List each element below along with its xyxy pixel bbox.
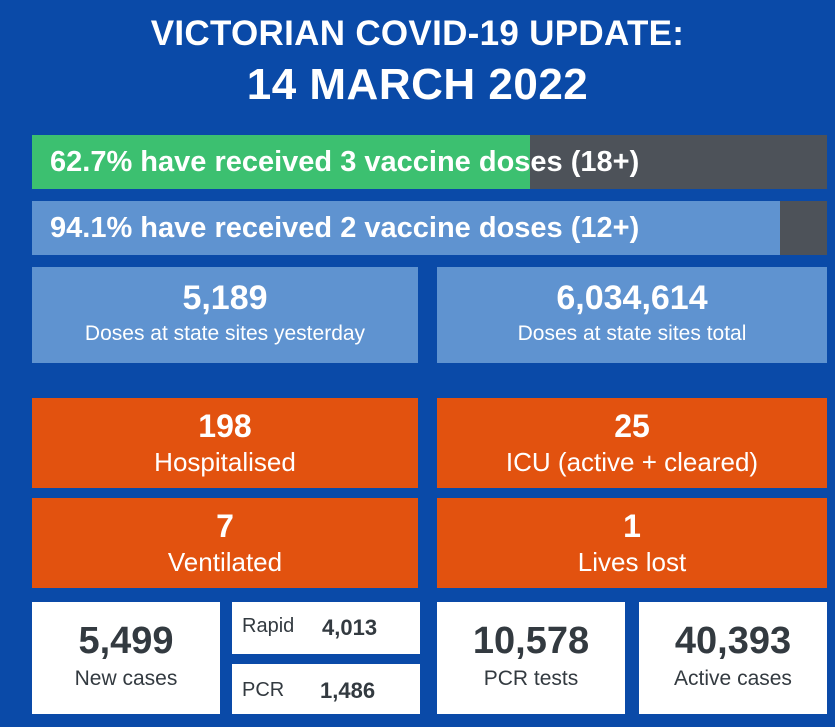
vaccine-bar-3-doses-fill (32, 135, 531, 189)
rapid-label: Rapid (242, 615, 295, 637)
rapid-value: 4,013 (322, 615, 378, 640)
vaccine-bar-2-doses: 94.1% have received 2 vaccine doses (12+… (32, 201, 827, 255)
title-line-1: VICTORIAN COVID-19 UPDATE: (150, 14, 685, 53)
pcr-label: PCR (242, 679, 285, 701)
pcr-value: 1,486 (320, 678, 376, 703)
vaccine-bar-3-doses: 62.7% have received 3 vaccine doses (18+… (32, 135, 827, 189)
hospitalised-value: 198 (198, 408, 252, 444)
doses-yesterday-value: 5,189 (182, 279, 268, 317)
icu-label: ICU (active + cleared) (505, 447, 759, 477)
lives-lost-value: 1 (623, 508, 641, 544)
rapid-card: Rapid 4,013 (232, 602, 420, 654)
pcr-tests-card: 10,578 PCR tests (437, 602, 625, 714)
icu-value: 25 (614, 408, 650, 444)
pcr-tests-value: 10,578 (472, 620, 590, 662)
doses-total-label: Doses at state sites total (517, 322, 747, 345)
hospitalised-card: 198 Hospitalised (32, 398, 418, 488)
ventilated-card: 7 Ventilated (32, 498, 418, 588)
title-date: 14 MARCH 2022 (246, 60, 589, 109)
pcr-card: PCR 1,486 (232, 664, 420, 714)
doses-total-value: 6,034,614 (556, 279, 708, 317)
icu-card: 25 ICU (active + cleared) (437, 398, 827, 488)
lives-lost-label: Lives lost (577, 547, 687, 577)
vaccine-bar-2-doses-fill (32, 201, 781, 255)
active-cases-label: Active cases (674, 667, 792, 690)
doses-yesterday-label: Doses at state sites yesterday (84, 322, 366, 345)
doses-total-card: 6,034,614 Doses at state sites total (437, 267, 827, 363)
vaccine-bar-2-doses-text: 94.1% have received 2 vaccine doses (12+… (50, 212, 640, 244)
new-cases-label: New cases (74, 667, 178, 690)
new-cases-value: 5,499 (78, 620, 174, 662)
active-cases-value: 40,393 (674, 620, 792, 662)
active-cases-card: 40,393 Active cases (639, 602, 827, 714)
new-cases-card: 5,499 New cases (32, 602, 220, 714)
lives-lost-card: 1 Lives lost (437, 498, 827, 588)
doses-yesterday-card: 5,189 Doses at state sites yesterday (32, 267, 418, 363)
ventilated-label: Ventilated (167, 547, 283, 577)
vaccine-bar-3-doses-text: 62.7% have received 3 vaccine doses (18+… (50, 146, 640, 178)
ventilated-value: 7 (216, 508, 234, 544)
pcr-tests-label: PCR tests (483, 667, 579, 690)
hospitalised-label: Hospitalised (154, 447, 296, 477)
